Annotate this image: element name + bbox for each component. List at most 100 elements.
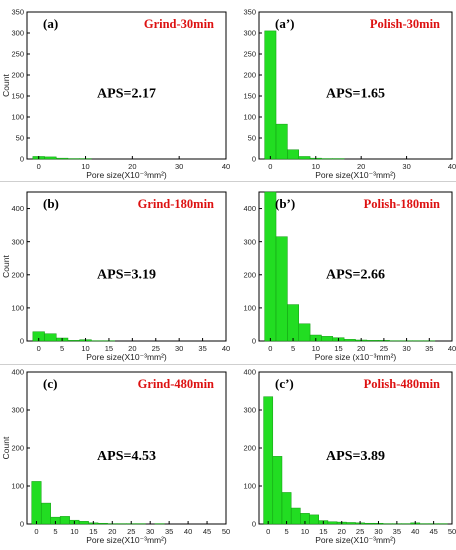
x-tick-label: 50 [448,527,456,536]
panel-label: (b’) [275,196,295,211]
x-tick-label: 10 [81,162,89,171]
y-tick-label: 400 [11,368,24,377]
y-tick-label: 400 [11,204,24,213]
x-tick-label: 10 [312,162,320,171]
bar [343,339,356,342]
panel-title: Grind-30min [144,17,214,31]
x-tick-label: 15 [319,527,327,536]
x-tick-label: 45 [203,527,211,536]
x-tick-label: 10 [312,344,320,353]
x-tick-label: 30 [175,344,183,353]
bar [56,157,69,160]
x-tick-label: 25 [127,527,135,536]
x-tick-label: 5 [284,527,288,536]
bar [40,502,51,525]
x-tick-label: 10 [81,344,89,353]
y-tick-label: 0 [252,337,256,346]
bar [59,516,70,525]
y-tick-label: 400 [243,368,256,377]
y-tick-label: 0 [20,337,24,346]
bar [321,336,334,342]
panel-label: (a) [43,16,58,31]
bar [346,522,356,525]
y-axis-label: Count [1,436,11,459]
panel-title: Polish-180min [364,197,440,211]
x-tick-label: 40 [448,344,456,353]
bar [366,340,379,342]
bar [264,191,277,342]
x-tick-label: 50 [222,527,230,536]
bar [31,481,42,525]
aps-annotation: APS=4.53 [97,449,156,464]
y-tick-label: 300 [243,29,256,38]
panel-title: Polish-480min [364,377,440,391]
bar [275,123,288,160]
y-tick-label: 0 [20,520,24,529]
y-tick-label: 0 [252,155,256,164]
panel-label: (c) [43,376,57,391]
x-tick-label: 25 [152,344,160,353]
x-tick-label: 30 [374,527,382,536]
x-tick-label: 40 [411,527,419,536]
y-axis-label: Count [1,255,11,278]
y-axis-label: Count [1,74,11,97]
x-tick-label: 0 [268,162,272,171]
x-tick-label: 40 [448,162,456,171]
x-axis-label: Pore size(X10⁻³mm²) [86,170,167,180]
x-axis-label: Pore size(X10⁻³mm²) [315,170,396,180]
x-tick-label: 40 [222,344,230,353]
bar [78,521,89,525]
y-tick-label: 100 [243,113,256,122]
y-tick-label: 400 [243,204,256,213]
x-tick-label: 40 [222,162,230,171]
y-tick-label: 300 [11,237,24,246]
x-tick-label: 25 [356,527,364,536]
x-tick-label: 0 [37,344,41,353]
panel-title: Grind-180min [138,197,214,211]
bar [97,522,108,525]
y-tick-label: 350 [243,8,256,17]
y-tick-label: 300 [243,406,256,415]
x-tick-label: 20 [357,344,365,353]
aps-annotation: APS=2.66 [326,267,385,282]
bar [281,492,292,525]
bar [263,396,274,525]
aps-annotation: APS=2.17 [97,86,156,101]
bar [67,340,80,342]
x-tick-label: 30 [402,344,410,353]
y-tick-label: 100 [243,303,256,312]
bar [298,156,311,160]
bar [290,507,301,525]
x-tick-label: 45 [429,527,437,536]
panel-title: Polish-30min [370,17,440,31]
y-tick-label: 200 [11,270,24,279]
y-tick-label: 50 [248,134,256,143]
x-axis-label: Pore size(X10⁻³mm²) [86,352,167,362]
plot-frame [26,11,227,160]
aps-annotation: APS=3.19 [97,267,156,282]
y-tick-label: 0 [252,520,256,529]
x-tick-label: 5 [291,344,295,353]
x-tick-label: 20 [108,527,116,536]
panel-title: Grind-480min [138,377,214,391]
y-tick-label: 100 [11,303,24,312]
x-tick-label: 35 [198,344,206,353]
x-tick-label: 10 [70,527,78,536]
bar [44,333,57,342]
y-tick-label: 100 [11,482,24,491]
bar [264,30,277,160]
y-tick-label: 200 [243,270,256,279]
bar [275,236,288,342]
panel-6: 0 5 10 15 20 25 30 35 40 45 50 0 100 200 300 400 Pore si… [243,368,456,545]
x-axis-label: Pore size(X10⁻³mm²) [86,535,167,545]
x-tick-label: 20 [357,162,365,171]
bar [287,149,299,160]
panel-label: (b) [43,196,59,211]
y-tick-label: 200 [11,444,24,453]
bar [272,456,283,525]
x-tick-label: 35 [393,527,401,536]
y-tick-label: 200 [11,71,24,80]
x-tick-label: 0 [34,527,38,536]
